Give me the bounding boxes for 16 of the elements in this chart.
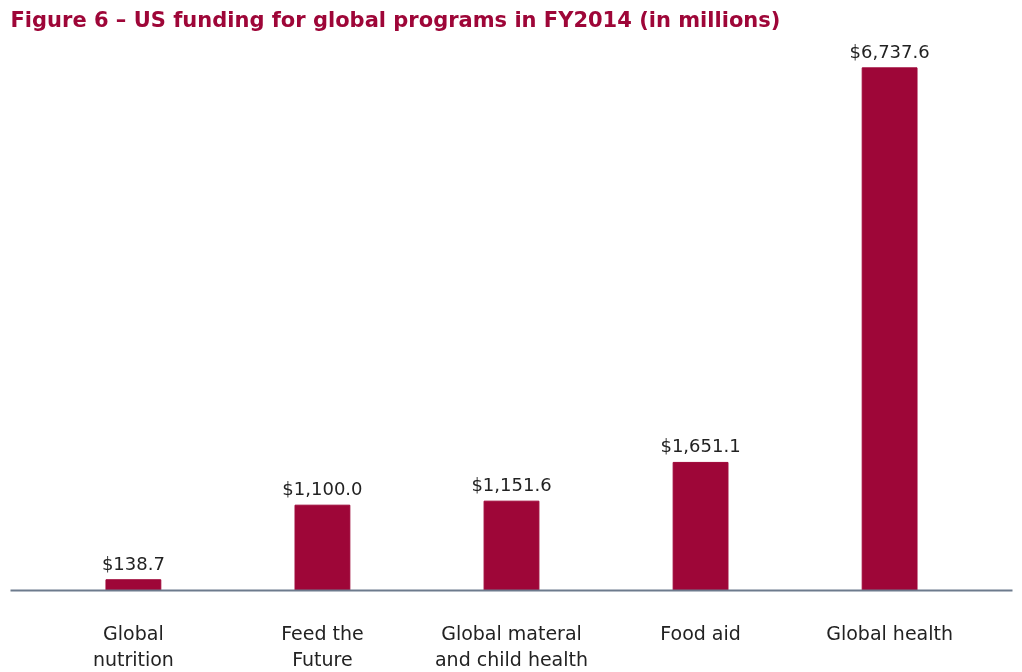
chart-title: Figure 6 – US funding for global programs in FY2014 (in millions) xyxy=(10,7,781,32)
bar xyxy=(672,461,729,591)
bar xyxy=(861,67,918,591)
bar xyxy=(483,500,540,591)
data-label: $1,151.6 xyxy=(471,474,552,496)
data-label: $138.7 xyxy=(101,552,165,574)
data-label: $6,737.6 xyxy=(849,40,930,62)
data-label: $1,100.0 xyxy=(282,478,363,500)
x-tick-label: Feed the Future xyxy=(281,621,364,670)
data-label: $1,651.1 xyxy=(660,435,741,457)
x-tick-label: Food aid xyxy=(660,621,741,644)
x-tick-label: Global nutrition xyxy=(92,621,174,670)
bar xyxy=(105,579,162,591)
x-tick-label: Global materal and child health xyxy=(434,621,589,670)
bar xyxy=(294,504,351,591)
x-tick-label: Global health xyxy=(826,621,954,644)
